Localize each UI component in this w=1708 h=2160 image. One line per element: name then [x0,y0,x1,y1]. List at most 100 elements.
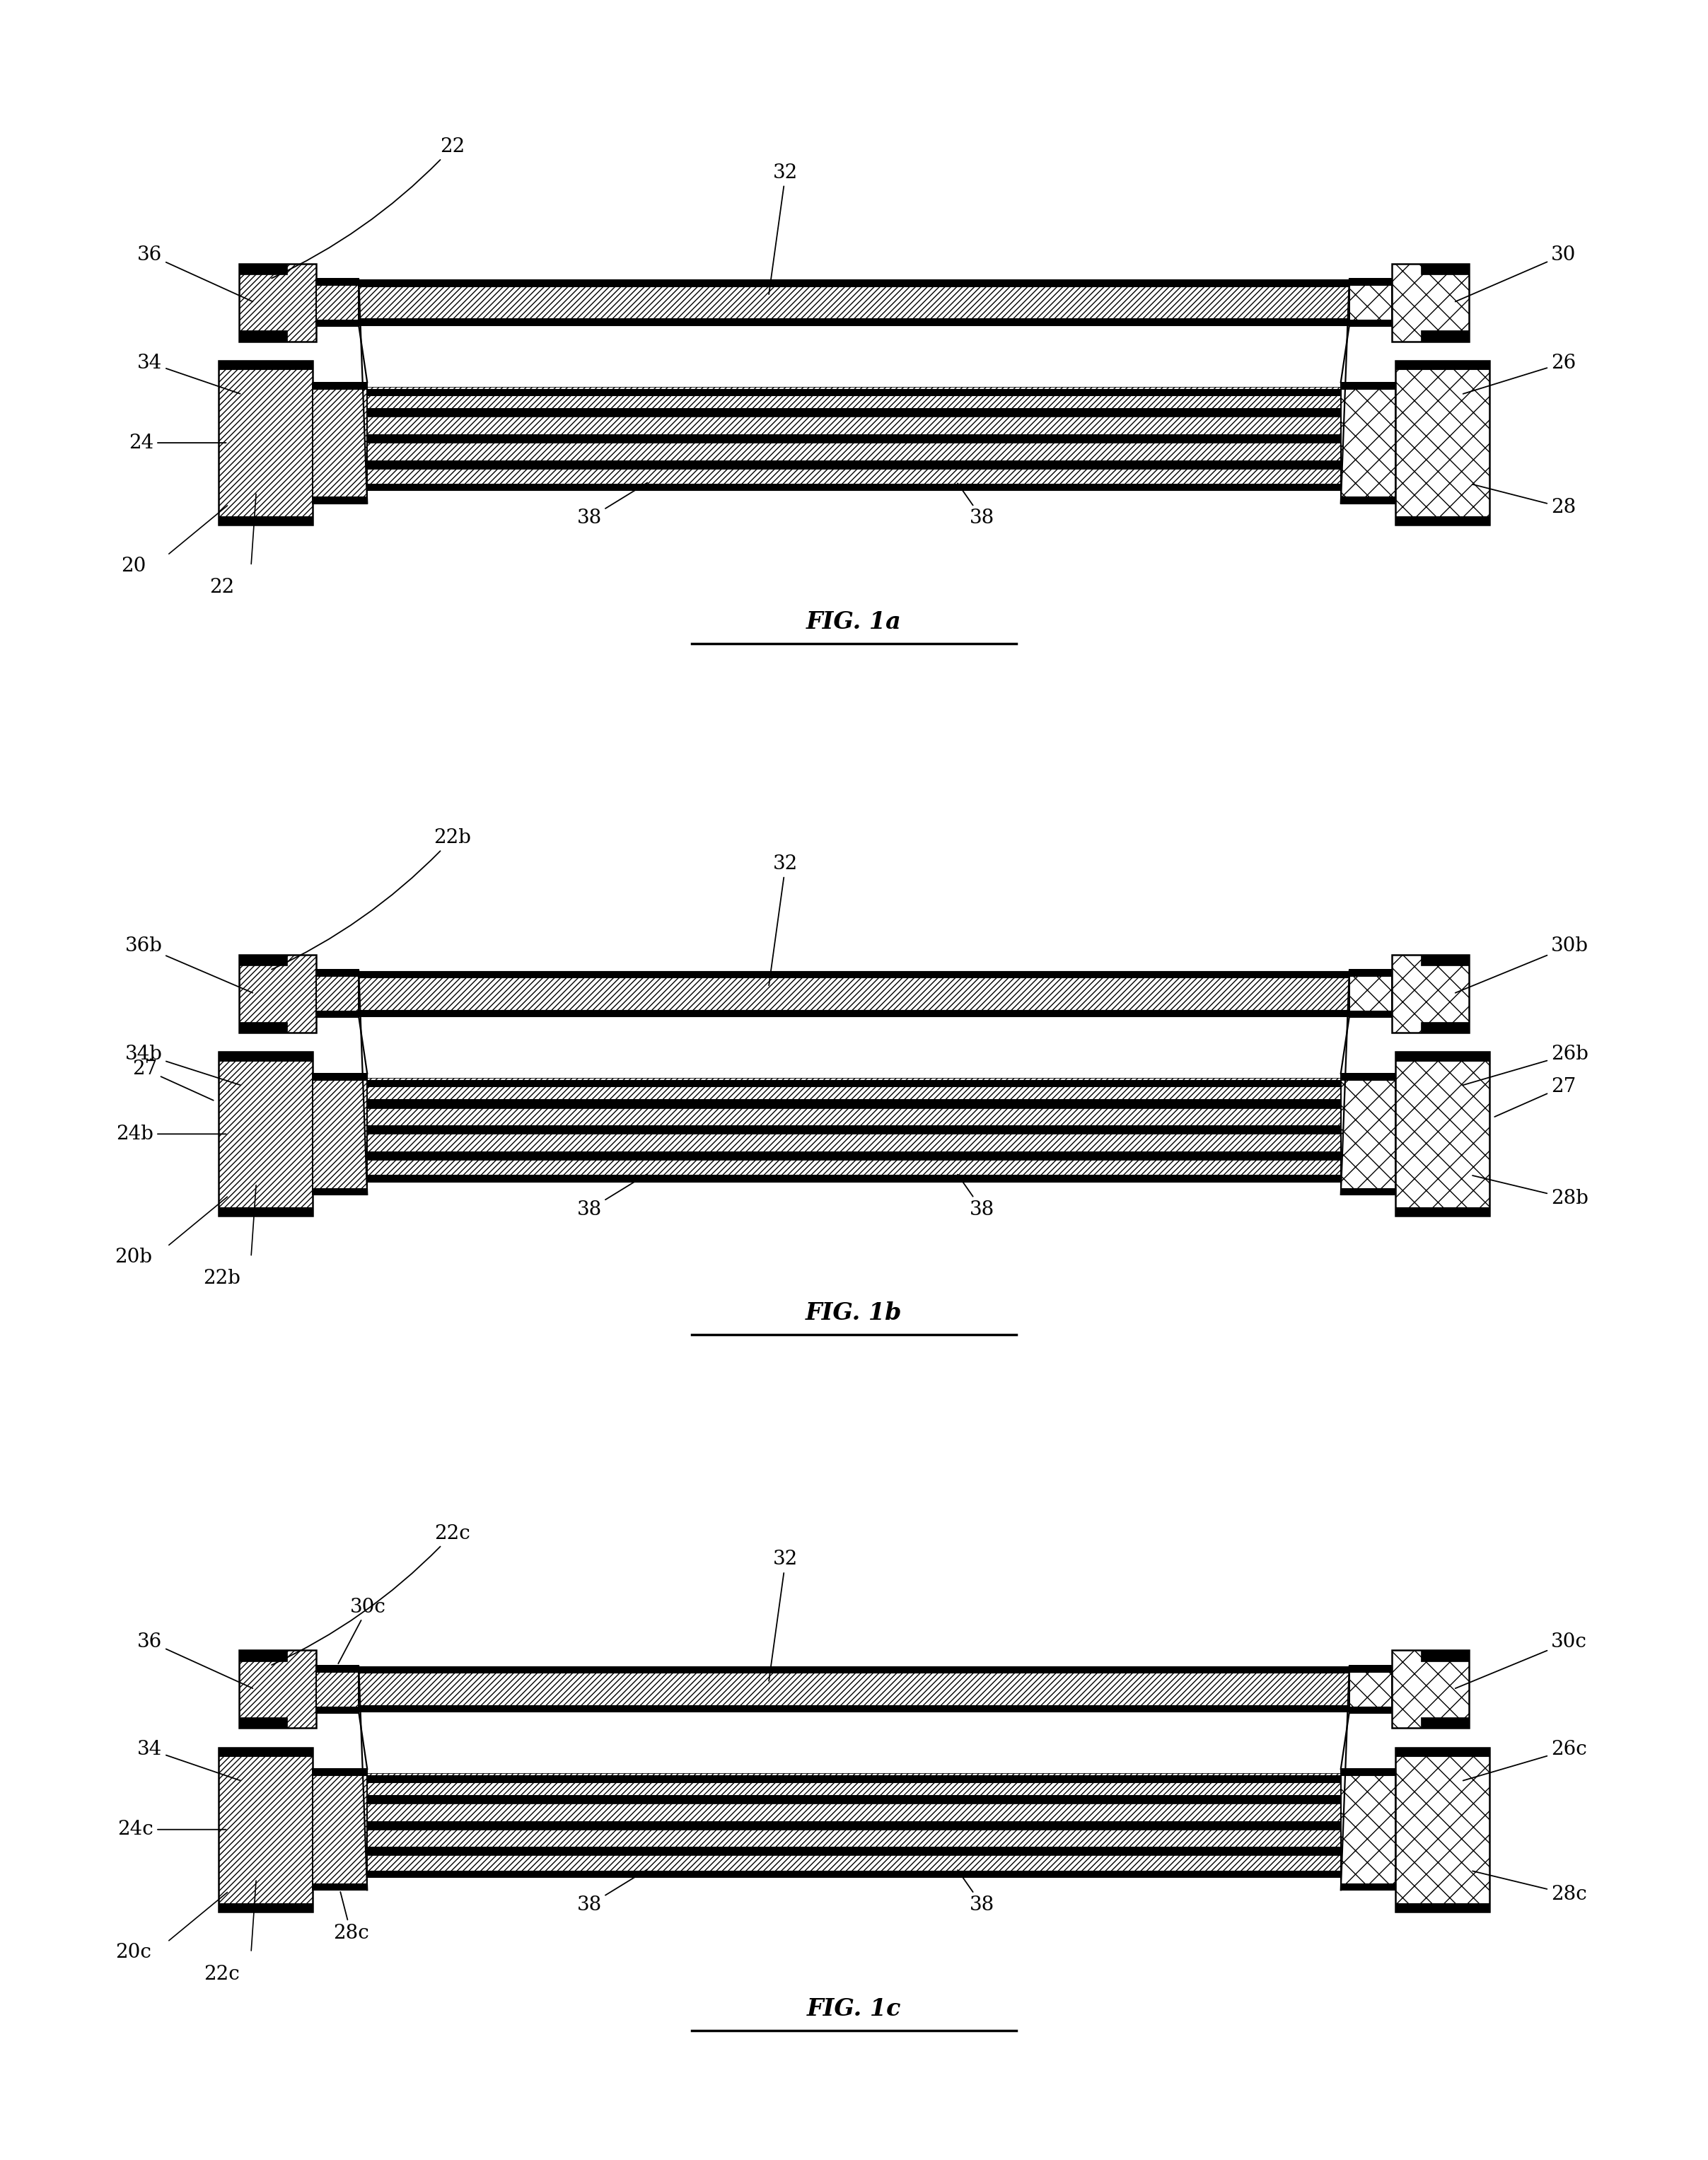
Text: FIG. 1b: FIG. 1b [806,1302,902,1324]
Bar [1395,1747,1489,1756]
Bar [359,281,1349,287]
Bar [1349,1011,1392,1017]
Bar [367,1125,1341,1151]
Bar [367,389,1341,395]
Bar [367,1776,1341,1782]
Text: 24c: 24c [118,1821,225,1838]
Text: 30b: 30b [1455,937,1588,994]
Bar [1395,361,1489,525]
Bar [239,1650,287,1661]
Bar [239,955,287,966]
Bar [359,970,1349,976]
Text: 22b: 22b [203,1270,241,1287]
Text: 34: 34 [137,354,241,393]
Bar [1395,516,1489,525]
Bar [316,320,359,326]
Bar [1395,361,1489,369]
Bar [313,1074,367,1080]
Bar [1349,279,1392,285]
Text: 20c: 20c [114,1944,152,1961]
Bar [1421,1022,1469,1032]
Bar [1349,1706,1392,1713]
Bar [1341,1074,1395,1080]
Bar [313,1074,367,1194]
Bar [1395,1052,1489,1061]
Bar [367,387,1341,408]
Text: 20: 20 [121,557,145,575]
Text: 38: 38 [577,1173,647,1218]
Text: 28b: 28b [1472,1175,1588,1207]
Text: 34b: 34b [125,1045,241,1084]
Bar [367,460,1341,486]
Bar [359,1706,1349,1711]
Bar [1349,970,1392,976]
Bar [1341,1074,1395,1194]
Bar [1341,382,1395,389]
Bar [219,361,313,369]
Bar [367,1151,1341,1160]
Bar [313,382,367,389]
Text: 28: 28 [1472,484,1576,516]
Bar [219,1747,313,1756]
Bar [313,497,367,503]
Text: 36b: 36b [125,937,253,994]
Bar [1392,1650,1469,1728]
Bar [367,1125,1341,1134]
Bar [367,434,1341,460]
Text: 30c: 30c [338,1598,386,1663]
Bar [367,1821,1341,1830]
Bar [239,264,316,341]
Bar [367,1099,1341,1125]
Bar [1349,320,1392,326]
Bar [1341,1188,1395,1194]
Bar [239,1650,316,1728]
Bar [367,1847,1341,1855]
Bar [1421,1717,1469,1728]
Bar [367,1175,1341,1182]
Bar [239,330,287,341]
Bar [1341,497,1395,503]
Bar [367,1795,1341,1821]
Text: 32: 32 [769,855,798,985]
Text: 38: 38 [577,482,647,527]
Bar [316,1665,359,1672]
Bar [219,1052,313,1216]
Bar [359,1009,1349,1015]
Bar [316,970,359,1017]
Bar [219,361,313,525]
Bar [316,279,359,326]
Text: 22: 22 [210,579,234,596]
Bar [1341,1769,1395,1890]
Text: 24b: 24b [116,1125,225,1143]
Bar [1341,1769,1395,1776]
Bar [1395,1052,1489,1216]
Text: 38: 38 [958,1175,994,1218]
Text: 38: 38 [958,1871,994,1914]
Text: 26c: 26c [1464,1741,1587,1780]
Text: 30c: 30c [1455,1633,1587,1689]
Text: 26b: 26b [1464,1045,1588,1084]
Text: 22c: 22c [203,1966,241,1983]
Bar [1392,955,1469,1032]
Text: 22b: 22b [272,829,471,970]
Bar [1395,1747,1489,1912]
Bar [359,972,1349,1013]
Text: 34: 34 [137,1741,241,1780]
Bar [359,1668,1349,1672]
Text: 27: 27 [1494,1078,1576,1117]
Text: 32: 32 [769,164,798,294]
Bar [313,1769,367,1890]
Text: 24: 24 [128,434,225,451]
Bar [359,281,1349,322]
Text: 38: 38 [958,484,994,527]
Bar [219,516,313,525]
Bar [367,408,1341,434]
Bar [1349,1665,1392,1672]
Text: 38: 38 [577,1868,647,1914]
Bar [316,1011,359,1017]
Bar [316,970,359,976]
Bar [1421,1650,1469,1661]
Bar [1341,382,1395,503]
Bar [1349,1665,1392,1713]
Bar [367,1871,1341,1877]
